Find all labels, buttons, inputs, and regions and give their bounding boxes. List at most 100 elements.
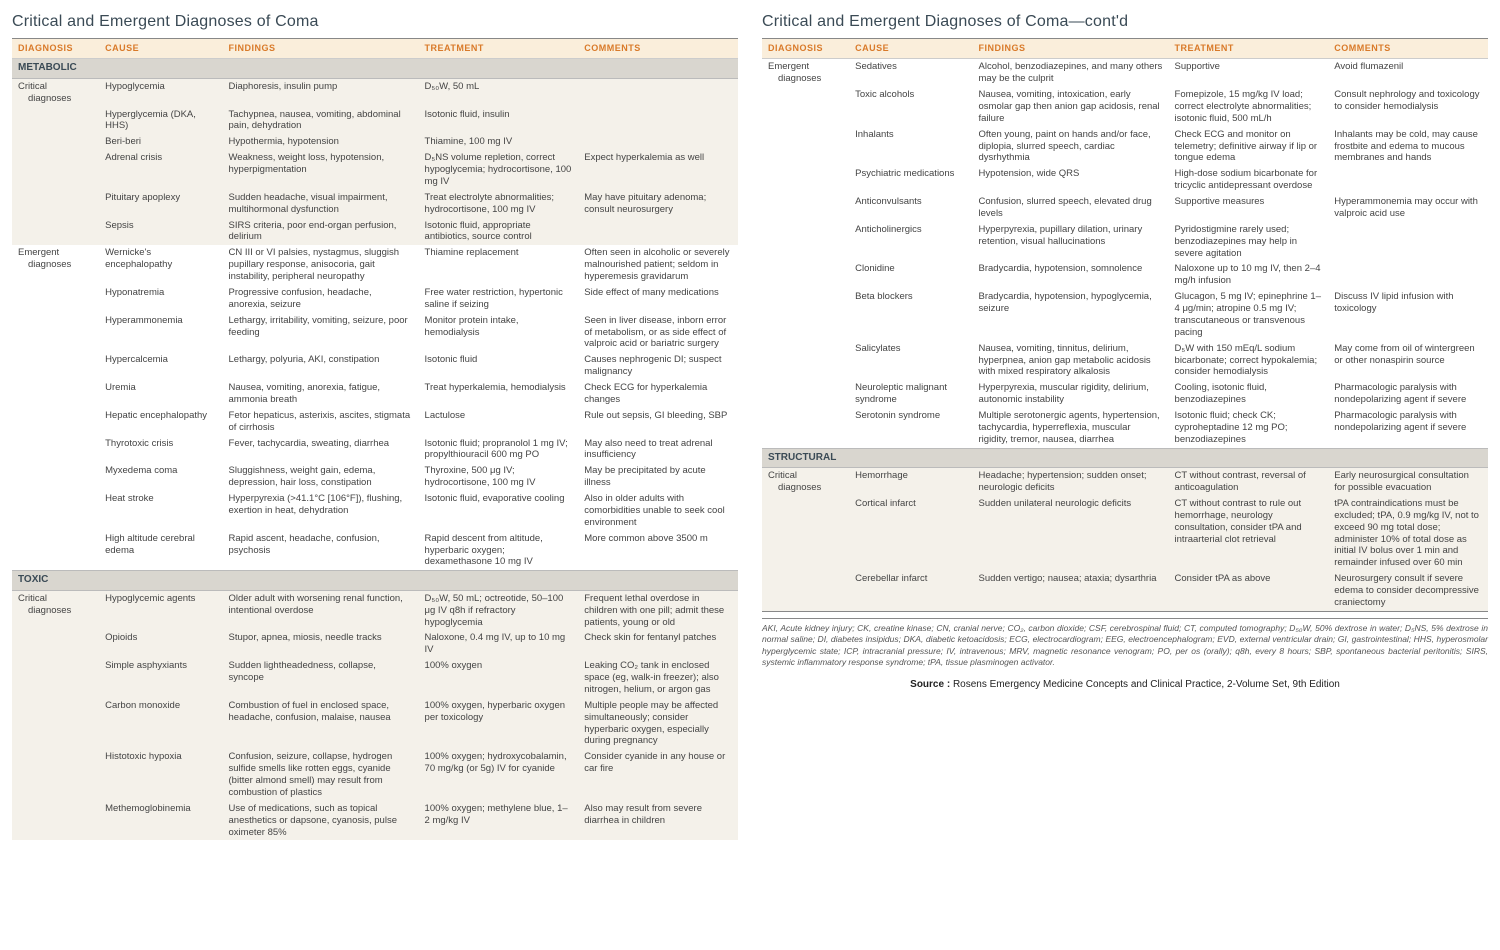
cell-diagnosis xyxy=(12,190,99,218)
cell-findings: Stupor, apnea, miosis, needle tracks xyxy=(223,630,419,658)
cell-comments xyxy=(1328,261,1488,289)
cell-diagnosis xyxy=(12,531,99,571)
section-header: STRUCTURAL xyxy=(762,448,1488,468)
table-row: EmergentdiagnosesSedativesAlcohol, benzo… xyxy=(762,59,1488,87)
cell-diagnosis xyxy=(762,127,849,167)
section-name: METABOLIC xyxy=(12,59,738,79)
cell-treatment: 100% oxygen; methylene blue, 1–2 mg/kg I… xyxy=(419,801,579,841)
cell-treatment: Pyridostigmine rarely used; benzodiazepi… xyxy=(1169,222,1329,262)
cell-cause: Clonidine xyxy=(849,261,972,289)
section-name: STRUCTURAL xyxy=(762,448,1488,468)
cell-comments: Rule out sepsis, GI bleeding, SBP xyxy=(578,408,738,436)
cell-cause: Hypercalcemia xyxy=(99,352,222,380)
table-row: Cortical infarctSudden unilateral neurol… xyxy=(762,496,1488,571)
cell-comments: May come from oil of wintergreen or othe… xyxy=(1328,341,1488,381)
cell-comments: May be precipitated by acute illness xyxy=(578,463,738,491)
cell-treatment: Thyroxine, 500 μg IV; hydrocortisone, 10… xyxy=(419,463,579,491)
cell-comments: Hyperammonemia may occur with valproic a… xyxy=(1328,194,1488,222)
cell-cause: Cortical infarct xyxy=(849,496,972,571)
cell-comments: Avoid flumazenil xyxy=(1328,59,1488,87)
col-treatment: TREATMENT xyxy=(419,39,579,59)
cell-findings: Hypothermia, hypotension xyxy=(223,134,419,150)
left-title: Critical and Emergent Diagnoses of Coma xyxy=(12,12,738,32)
table-row: Heat strokeHyperpyrexia (>41.1°C [106°F]… xyxy=(12,491,738,531)
cell-findings: Diaphoresis, insulin pump xyxy=(223,78,419,106)
cell-treatment: D₅NS volume repletion, correct hypoglyce… xyxy=(419,150,579,190)
cell-treatment: Glucagon, 5 mg IV; epinephrine 1–4 μg/mi… xyxy=(1169,289,1329,341)
cell-cause: Inhalants xyxy=(849,127,972,167)
cell-findings: Bradycardia, hypotension, somnolence xyxy=(973,261,1169,289)
cell-diagnosis xyxy=(762,87,849,127)
cell-cause: Hepatic encephalopathy xyxy=(99,408,222,436)
cell-findings: Combustion of fuel in enclosed space, he… xyxy=(223,698,419,750)
cell-comments: Expect hyperkalemia as well xyxy=(578,150,738,190)
cell-comments xyxy=(578,218,738,246)
cell-comments: tPA contraindications must be excluded; … xyxy=(1328,496,1488,571)
col-cause: CAUSE xyxy=(849,39,972,59)
table-row: HypercalcemiaLethargy, polyuria, AKI, co… xyxy=(12,352,738,380)
left-thead: DIAGNOSIS CAUSE FINDINGS TREATMENT COMME… xyxy=(12,39,738,59)
cell-cause: Uremia xyxy=(99,380,222,408)
cell-cause: Carbon monoxide xyxy=(99,698,222,750)
left-column: Critical and Emergent Diagnoses of Coma … xyxy=(12,12,738,840)
cell-findings: Sudden vertigo; nausea; ataxia; dysarthr… xyxy=(973,571,1169,611)
cell-treatment: Fomepizole, 15 mg/kg IV load; correct el… xyxy=(1169,87,1329,127)
source-label: Source : xyxy=(910,679,950,690)
right-column: Critical and Emergent Diagnoses of Coma—… xyxy=(762,12,1488,840)
cell-treatment: High-dose sodium bicarbonate for tricycl… xyxy=(1169,166,1329,194)
cell-treatment: Isotonic fluid; check CK; cyproheptadine… xyxy=(1169,408,1329,448)
cell-findings: Nausea, vomiting, intoxication, early os… xyxy=(973,87,1169,127)
cell-findings: Often young, paint on hands and/or face,… xyxy=(973,127,1169,167)
col-treatment: TREATMENT xyxy=(1169,39,1329,59)
cell-treatment: Treat electrolyte abnormalities; hydroco… xyxy=(419,190,579,218)
cell-treatment: Consider tPA as above xyxy=(1169,571,1329,611)
cell-diagnosis xyxy=(762,341,849,381)
cell-diagnosis xyxy=(762,289,849,341)
cell-comments: Multiple people may be affected simultan… xyxy=(578,698,738,750)
cell-treatment: 100% oxygen xyxy=(419,658,579,698)
cell-findings: CN III or VI palsies, nystagmus, sluggis… xyxy=(223,245,419,285)
cell-findings: Nausea, vomiting, tinnitus, delirium, hy… xyxy=(973,341,1169,381)
cell-findings: Lethargy, irritability, vomiting, seizur… xyxy=(223,313,419,353)
cell-treatment: Lactulose xyxy=(419,408,579,436)
cell-findings: Hyperpyrexia, muscular rigidity, deliriu… xyxy=(973,380,1169,408)
cell-treatment: Rapid descent from altitude, hyperbaric … xyxy=(419,531,579,571)
cell-findings: Confusion, slurred speech, elevated drug… xyxy=(973,194,1169,222)
table-row: Thyrotoxic crisisFever, tachycardia, swe… xyxy=(12,436,738,464)
cell-treatment: Naloxone, 0.4 mg IV, up to 10 mg IV xyxy=(419,630,579,658)
table-row: UremiaNausea, vomiting, anorexia, fatigu… xyxy=(12,380,738,408)
cell-findings: Progressive confusion, headache, anorexi… xyxy=(223,285,419,313)
table-row: Simple asphyxiantsSudden lightheadedness… xyxy=(12,658,738,698)
cell-treatment: Cooling, isotonic fluid, benzodiazepines xyxy=(1169,380,1329,408)
cell-treatment: 100% oxygen, hyperbaric oxygen per toxic… xyxy=(419,698,579,750)
cell-findings: Sudden headache, visual impairment, mult… xyxy=(223,190,419,218)
table-row: Hepatic encephalopathyFetor hepaticus, a… xyxy=(12,408,738,436)
cell-treatment: D₅W with 150 mEq/L sodium bicarbonate; c… xyxy=(1169,341,1329,381)
cell-comments: Also in older adults with comorbidities … xyxy=(578,491,738,531)
cell-findings: Sudden unilateral neurologic deficits xyxy=(973,496,1169,571)
cell-diagnosis xyxy=(12,436,99,464)
cell-comments: Leaking CO₂ tank in enclosed space (eg, … xyxy=(578,658,738,698)
cell-treatment: Free water restriction, hypertonic salin… xyxy=(419,285,579,313)
cell-findings: Rapid ascent, headache, confusion, psych… xyxy=(223,531,419,571)
cell-diagnosis xyxy=(762,380,849,408)
table-row: Beri-beriHypothermia, hypotensionThiamin… xyxy=(12,134,738,150)
cell-cause: Hyponatremia xyxy=(99,285,222,313)
table-row: SalicylatesNausea, vomiting, tinnitus, d… xyxy=(762,341,1488,381)
cell-comments xyxy=(1328,166,1488,194)
cell-comments: Inhalants may be cold, may cause frostbi… xyxy=(1328,127,1488,167)
table-row: HyperammonemiaLethargy, irritability, vo… xyxy=(12,313,738,353)
cell-treatment: Supportive measures xyxy=(1169,194,1329,222)
table-row: ClonidineBradycardia, hypotension, somno… xyxy=(762,261,1488,289)
cell-cause: Simple asphyxiants xyxy=(99,658,222,698)
cell-diagnosis xyxy=(12,698,99,750)
cell-findings: Nausea, vomiting, anorexia, fatigue, amm… xyxy=(223,380,419,408)
cell-treatment: D₅₀W, 50 mL; octreotide, 50–100 μg IV q8… xyxy=(419,590,579,630)
table-row: AnticholinergicsHyperpyrexia, pupillary … xyxy=(762,222,1488,262)
cell-cause: Hypoglycemic agents xyxy=(99,590,222,630)
table-row: EmergentdiagnosesWernicke's encephalopat… xyxy=(12,245,738,285)
table-row: Hyperglycemia (DKA, HHS)Tachypnea, nause… xyxy=(12,107,738,135)
table-row: AnticonvulsantsConfusion, slurred speech… xyxy=(762,194,1488,222)
col-diagnosis: DIAGNOSIS xyxy=(762,39,849,59)
col-cause: CAUSE xyxy=(99,39,222,59)
